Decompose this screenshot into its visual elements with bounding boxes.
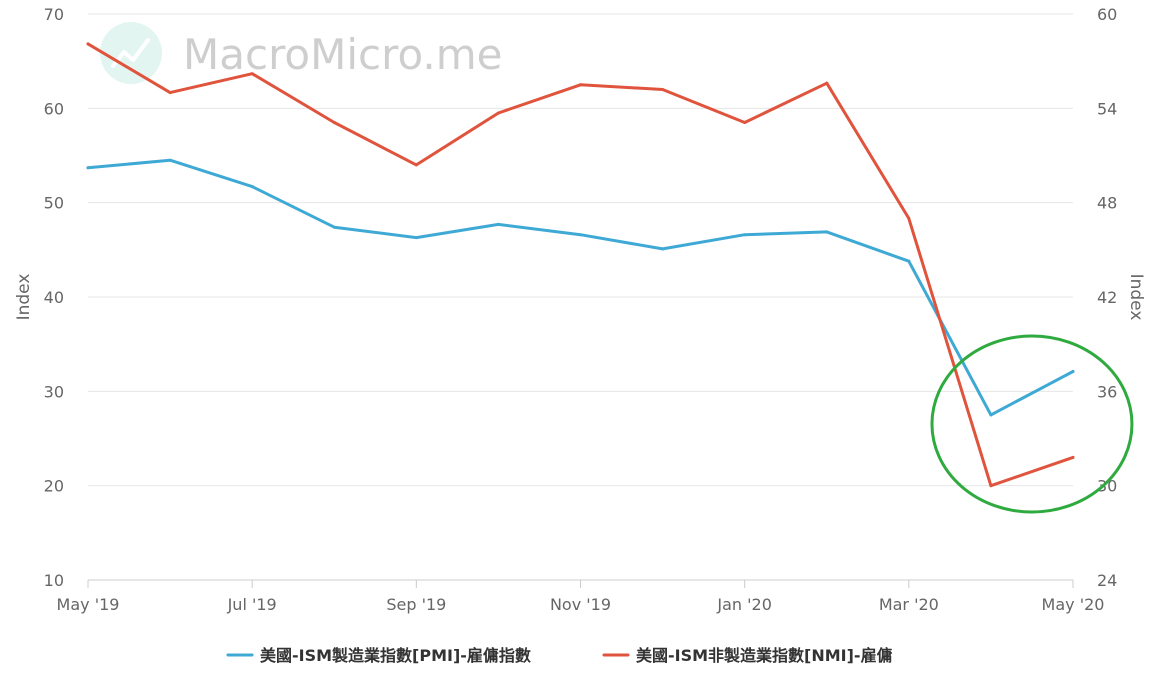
y-right-tick-label: 54	[1097, 99, 1117, 118]
gridlines	[88, 13, 1073, 581]
x-tick-label: Jan '20	[716, 595, 772, 614]
y-left-tick-label: 40	[44, 288, 64, 307]
data-point	[661, 87, 665, 91]
data-point	[250, 185, 254, 189]
y-left-tick-label: 70	[44, 5, 64, 24]
y-right-tick-label: 24	[1097, 571, 1117, 590]
annotations	[930, 334, 1134, 514]
data-point	[168, 158, 172, 162]
data-point	[825, 230, 829, 234]
series-line-2	[86, 42, 1075, 488]
watermark-logo-icon	[100, 22, 162, 84]
y-right-tick-label: 60	[1097, 5, 1117, 24]
watermark: MacroMicro.me	[100, 22, 503, 84]
data-point	[86, 42, 90, 46]
y-left-tick-label: 20	[44, 477, 64, 496]
x-tick-label: Jul '19	[227, 595, 277, 614]
data-point	[579, 83, 582, 87]
data-point	[907, 259, 911, 263]
y-left-tick-label: 30	[44, 382, 64, 401]
x-tick-label: May '20	[1042, 595, 1105, 614]
data-point	[414, 163, 418, 167]
legend-label: 美國-ISM製造業指數[PMI]-雇傭指數	[260, 646, 531, 665]
y-left-tick-label: 60	[44, 99, 64, 118]
data-point	[907, 216, 911, 220]
legend: 美國-ISM製造業指數[PMI]-雇傭指數 美國-ISM非製造業指數[NMI]-雇…	[226, 646, 893, 665]
data-point	[1071, 370, 1075, 374]
series-line-1	[86, 158, 1075, 417]
data-point	[661, 247, 665, 251]
data-point	[250, 72, 254, 76]
y-right-axis-title: Index	[1126, 274, 1146, 321]
watermark-text: MacroMicro.me	[183, 30, 503, 79]
data-point	[743, 233, 747, 237]
y-right-tick-label: 30	[1097, 477, 1117, 496]
data-point	[414, 236, 418, 240]
y-left-tick-label: 10	[44, 571, 64, 590]
data-point	[496, 222, 500, 226]
x-tick-label: Sep '19	[386, 595, 446, 614]
series-lines	[86, 42, 1075, 488]
data-point	[168, 91, 172, 95]
legend-label: 美國-ISM非製造業指數[NMI]-雇傭	[636, 646, 893, 665]
axes: 10 20 30 40 50 60 70 24 30 36 42 48 54 60 May '19 Jul '…	[14, 5, 1146, 614]
x-tick-label: Nov '19	[550, 595, 611, 614]
y-left-axis-title: Index	[14, 274, 34, 321]
y-right-tick-label: 36	[1097, 382, 1117, 401]
data-point	[332, 120, 336, 124]
y-left-tick-label: 50	[44, 194, 64, 213]
highlight-ellipse	[930, 334, 1134, 514]
x-tick-label: May '19	[57, 595, 120, 614]
data-point	[496, 111, 500, 115]
data-point	[989, 413, 993, 417]
x-tick-label: Mar '20	[879, 595, 939, 614]
data-point	[989, 484, 993, 488]
data-point	[743, 120, 747, 124]
y-right-tick-label: 48	[1097, 194, 1117, 213]
data-point	[825, 81, 829, 85]
data-point	[332, 225, 336, 229]
watermark-logo-line	[111, 38, 150, 68]
data-point	[86, 166, 90, 170]
data-point	[1071, 455, 1075, 459]
y-right-tick-label: 42	[1097, 288, 1117, 307]
data-point	[579, 233, 582, 237]
